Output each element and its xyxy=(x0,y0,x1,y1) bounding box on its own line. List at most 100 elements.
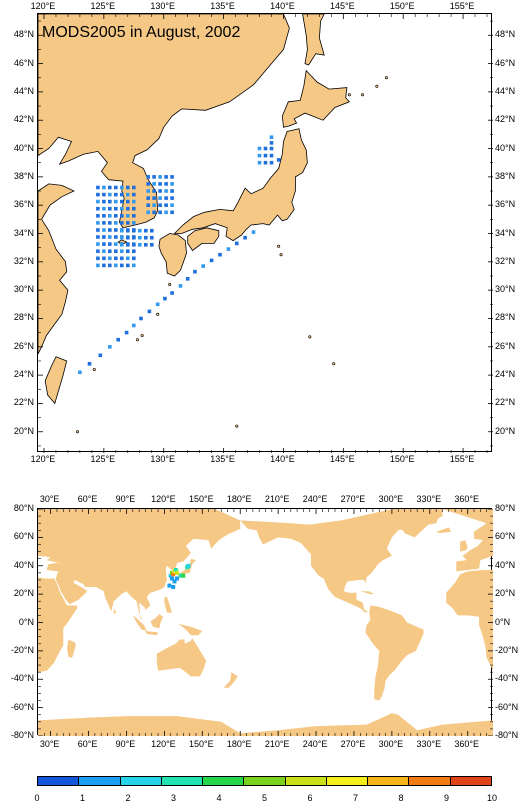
observation-marker xyxy=(251,230,256,234)
global-map xyxy=(37,508,493,736)
observation-marker xyxy=(108,345,112,349)
colorbar xyxy=(37,776,492,786)
lon-tick-label: 130°E xyxy=(150,454,176,464)
observation-marker xyxy=(170,182,174,186)
lon-tick-label: 240°E xyxy=(302,494,328,504)
observation-marker xyxy=(114,249,118,253)
observation-marker xyxy=(257,160,262,165)
colorbar-label: 10 xyxy=(486,793,497,803)
observation-marker xyxy=(218,252,222,257)
observation-marker xyxy=(138,228,142,233)
observation-count-cell xyxy=(170,576,174,581)
observation-marker xyxy=(243,235,247,240)
observation-marker xyxy=(120,256,124,261)
observation-marker xyxy=(257,146,262,151)
observation-marker xyxy=(132,249,136,253)
lat-tick-label: 46°N xyxy=(495,57,516,68)
observation-marker xyxy=(132,199,136,204)
land-africa-west xyxy=(446,570,493,671)
observation-marker xyxy=(98,353,103,358)
land-africa-east xyxy=(38,577,78,673)
land-sri-lanka xyxy=(113,608,117,614)
observation-marker xyxy=(120,228,124,233)
lat-tick-label: 48°N xyxy=(495,29,516,40)
lon-tick-label: 330°E xyxy=(416,739,442,749)
observation-marker xyxy=(124,330,129,335)
observation-marker xyxy=(152,175,156,179)
observation-marker xyxy=(126,235,130,240)
colorbar-swatch xyxy=(38,777,80,785)
observation-marker xyxy=(139,316,143,321)
observation-marker xyxy=(102,214,106,218)
lat-tick-label: 80°N xyxy=(495,503,516,513)
observation-marker xyxy=(114,221,118,225)
lat-tick-label: 30°N xyxy=(495,284,516,295)
observation-marker xyxy=(226,247,231,251)
observation-marker xyxy=(263,160,268,165)
land-australia xyxy=(156,638,207,677)
lat-tick-label: 26°N xyxy=(495,340,516,351)
land-greenland xyxy=(391,509,443,538)
colorbar-label: 9 xyxy=(443,793,449,803)
observation-marker xyxy=(102,242,106,246)
lat-tick-label: 30°N xyxy=(13,284,34,295)
small-island xyxy=(360,93,364,97)
land-new-zealand xyxy=(223,672,238,688)
land-britain xyxy=(460,540,468,552)
lat-tick-label: 60°N xyxy=(13,531,34,542)
lon-tick-label: 90°E xyxy=(115,739,136,749)
observation-marker xyxy=(114,192,118,197)
colorbar-label: 2 xyxy=(125,793,131,803)
small-island xyxy=(140,333,144,337)
map-title: MODS2005 in August, 2002 xyxy=(42,24,241,41)
lat-tick-label: 42°N xyxy=(495,114,516,125)
regional-map: MODS2005 in August, 2002 xyxy=(37,13,493,453)
lat-tick-label: -80°N xyxy=(10,730,34,740)
observation-marker xyxy=(138,243,142,247)
lat-tick-label: -80°N xyxy=(495,730,519,740)
observation-marker xyxy=(178,284,183,288)
colorbar-swatch xyxy=(285,777,327,785)
lon-tick-label: 150°E xyxy=(389,1,415,11)
observation-marker xyxy=(164,189,168,193)
observation-marker xyxy=(120,206,124,211)
observation-marker xyxy=(158,175,162,179)
lat-tick-label: -40°N xyxy=(10,673,34,684)
lat-tick-label: -60°N xyxy=(10,701,34,712)
lat-tick-label: -20°N xyxy=(10,644,34,655)
observation-marker xyxy=(108,256,112,261)
observation-marker xyxy=(126,228,130,233)
observation-marker xyxy=(108,185,112,190)
lat-tick-label: 46°N xyxy=(13,57,34,68)
colorbar-swatch xyxy=(79,777,121,785)
lon-tick-label: 240°E xyxy=(302,739,328,749)
observation-marker xyxy=(170,210,174,215)
observation-count-cell xyxy=(173,568,178,572)
small-island xyxy=(277,244,281,248)
small-island xyxy=(384,76,388,80)
observation-marker xyxy=(108,206,112,211)
lon-tick-label: 155°E xyxy=(449,1,475,11)
observation-marker xyxy=(170,189,174,193)
lon-tick-label: 300°E xyxy=(378,739,404,749)
observation-marker xyxy=(102,235,106,239)
land-china-coast xyxy=(38,183,75,355)
observation-marker xyxy=(108,199,112,204)
observation-marker xyxy=(269,146,274,151)
land-borneo xyxy=(150,614,164,629)
observation-marker xyxy=(120,199,124,204)
observation-marker xyxy=(108,214,112,218)
colorbar-label: 5 xyxy=(261,793,267,803)
observation-marker xyxy=(132,323,136,328)
observation-marker xyxy=(164,175,168,179)
lon-tick-label: 180°E xyxy=(226,494,252,504)
observation-marker xyxy=(96,206,100,211)
observation-marker xyxy=(263,146,268,151)
lat-tick-label: 0°N xyxy=(18,616,34,627)
observation-marker xyxy=(158,203,162,207)
observation-marker xyxy=(144,243,148,247)
lat-tick-label: 20°N xyxy=(13,425,34,436)
observation-marker xyxy=(170,203,174,207)
colorbar-label: 3 xyxy=(170,793,176,803)
land-honshu xyxy=(173,128,308,242)
